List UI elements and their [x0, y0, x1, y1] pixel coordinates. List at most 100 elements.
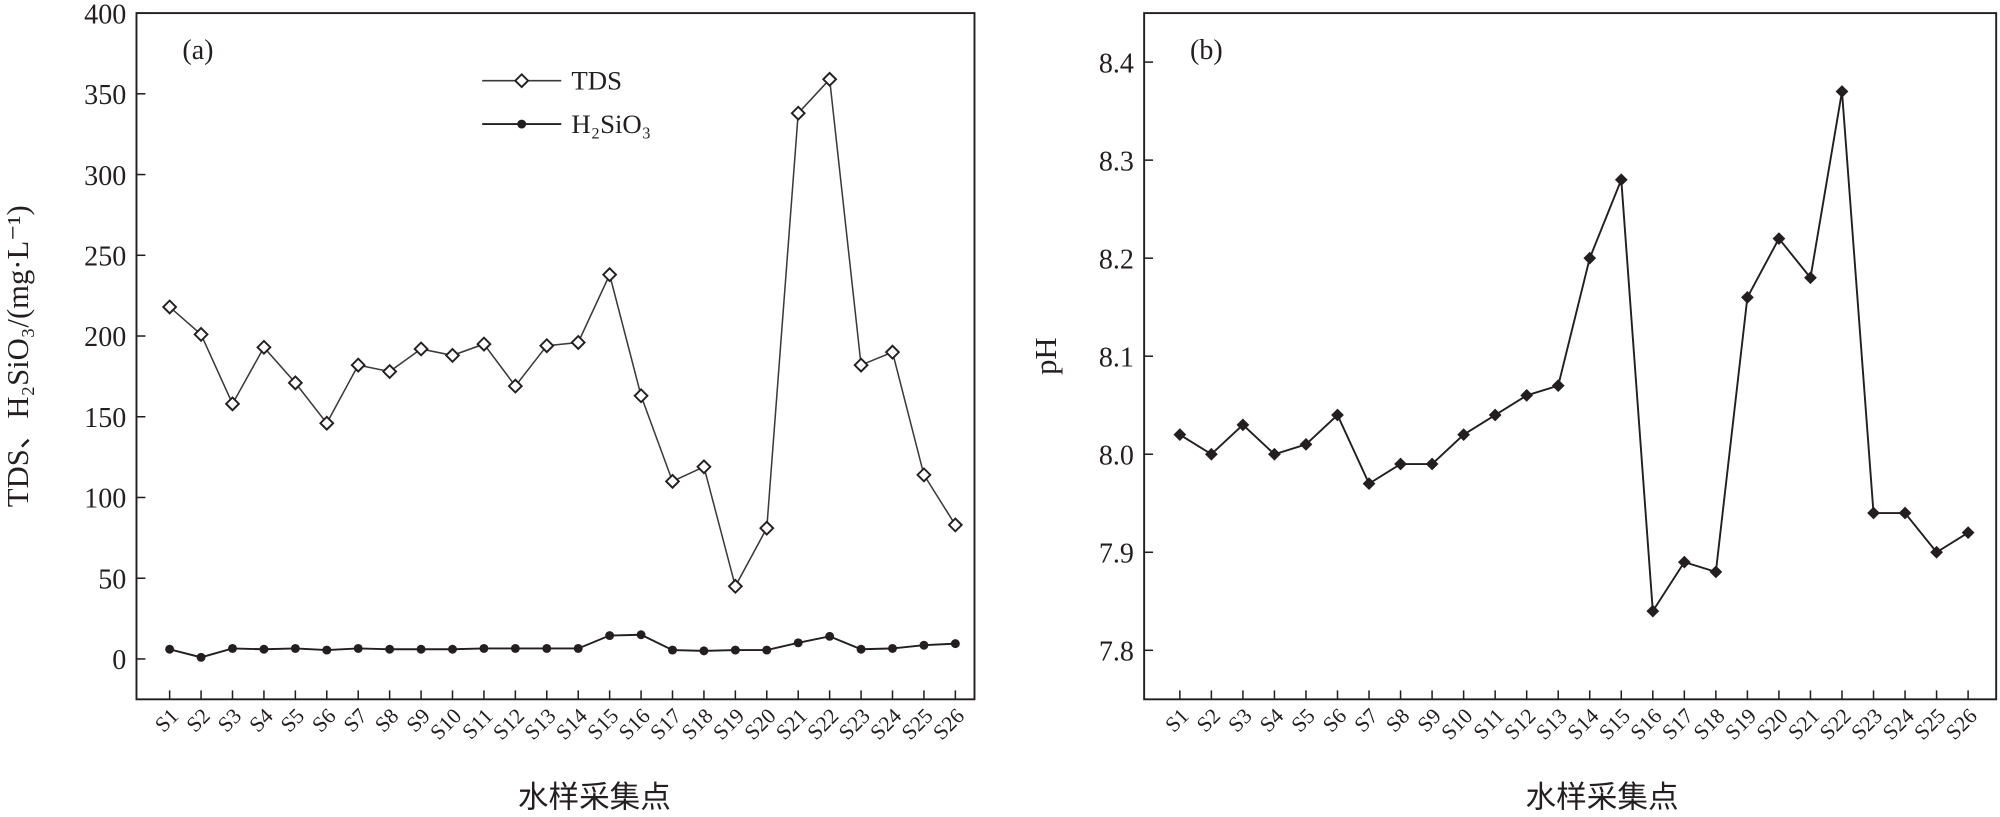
- data-point: [322, 645, 332, 655]
- y-tick-label: 8.1: [1099, 342, 1134, 373]
- series-line-ph: [1179, 91, 1969, 615]
- x-tick-label: S5: [1287, 704, 1320, 737]
- data-point: [821, 71, 838, 88]
- x-tick-label: S3: [1223, 704, 1256, 737]
- x-tick-label: S8: [1381, 704, 1414, 737]
- data-point: [479, 643, 489, 653]
- data-point: [507, 378, 524, 394]
- data-point: [510, 643, 520, 653]
- plot-frame-b: [1143, 12, 1998, 701]
- y-tick-label: 0: [112, 645, 126, 676]
- data-point: [668, 645, 677, 655]
- data-point: [947, 517, 964, 533]
- data-point: [825, 631, 835, 641]
- x-tick-label: S1: [150, 704, 183, 737]
- legend-marker-tds: [513, 72, 530, 89]
- y-axis-label-a: TDS、H₂SiO₃/(mg·L⁻¹): [1, 205, 35, 507]
- data-point: [790, 105, 806, 121]
- data-point: [1646, 604, 1660, 618]
- y-axis-label-b: pH: [1029, 337, 1063, 374]
- data-point: [759, 520, 775, 536]
- data-point: [1930, 545, 1943, 559]
- y-tick-label: 150: [84, 403, 126, 434]
- data-point: [570, 334, 586, 351]
- data-point: [256, 339, 272, 356]
- data-point: [1488, 408, 1502, 422]
- data-point: [950, 639, 960, 649]
- data-point: [793, 638, 803, 648]
- panel-a: (a) TDS、H₂SiO₃/(mg·L⁻¹) 水样采集点 TDS H₂SiO₃…: [1, 0, 976, 815]
- data-point: [413, 341, 429, 357]
- data-point: [228, 643, 237, 653]
- data-point: [542, 643, 552, 653]
- data-point: [1867, 506, 1880, 520]
- data-point: [319, 415, 335, 431]
- y-tick-label: 8.2: [1099, 244, 1134, 275]
- y-tick-label: 300: [84, 161, 126, 192]
- data-point: [1394, 457, 1407, 471]
- data-point: [224, 396, 241, 412]
- x-tick-label: S2: [1192, 704, 1225, 737]
- data-point: [1173, 428, 1187, 442]
- x-tick-label: S6: [307, 704, 340, 737]
- data-point: [350, 357, 366, 373]
- data-point: [381, 363, 398, 380]
- y-tick-label: 8.4: [1099, 48, 1134, 79]
- data-point: [601, 266, 618, 283]
- data-point: [416, 644, 426, 654]
- data-point: [853, 357, 869, 373]
- data-point: [476, 336, 492, 352]
- data-point: [699, 646, 709, 656]
- y-tick-label: 7.8: [1099, 637, 1134, 668]
- x-tick-label: S26: [1941, 704, 1982, 745]
- data-point: [1898, 506, 1912, 520]
- y-tick-label: 350: [84, 80, 126, 111]
- data-point: [1583, 251, 1597, 265]
- data-point: [1268, 447, 1281, 461]
- data-point: [1299, 438, 1313, 451]
- x-tick-label: S7: [1350, 704, 1383, 737]
- legend-marker-h2sio3: [517, 119, 527, 129]
- x-tick-label: S6: [1318, 704, 1351, 737]
- data-point: [762, 645, 772, 655]
- data-point: [1551, 379, 1565, 392]
- x-tick-label: S4: [1255, 704, 1288, 737]
- x-axis-label-a: 水样采集点: [518, 781, 671, 815]
- data-point: [1961, 526, 1975, 540]
- data-point: [1425, 457, 1439, 471]
- data-point: [444, 347, 461, 364]
- data-point: [916, 467, 932, 483]
- data-point: [1614, 173, 1628, 187]
- data-point: [727, 578, 744, 595]
- y-tick-label: 8.3: [1099, 146, 1134, 177]
- data-point: [884, 344, 901, 360]
- legend-label-tds: TDS: [571, 66, 622, 96]
- y-tick-label: 100: [84, 484, 126, 515]
- data-point: [353, 643, 363, 653]
- panel-label-a: (a): [182, 35, 213, 66]
- panel-b: (b) pH 水样采集点 7.8 7.9 8.0 8.1 8.2 8.3 8.4 S1S2S3…: [1029, 12, 1998, 815]
- y-tick-label: 250: [84, 241, 126, 272]
- data-point: [919, 640, 929, 650]
- data-point: [730, 645, 740, 655]
- data-point: [1677, 555, 1691, 569]
- data-point: [1804, 271, 1817, 285]
- data-point: [1835, 85, 1849, 98]
- data-point: [636, 630, 646, 640]
- x-tick-label: S3: [213, 704, 246, 737]
- data-point: [1362, 477, 1376, 491]
- y-tick-label: 200: [84, 322, 126, 353]
- legend-a: TDS H₂SiO₃: [482, 66, 651, 139]
- data-point: [856, 644, 866, 654]
- data-point: [888, 643, 897, 653]
- data-point: [696, 459, 712, 475]
- y-tick-label: 7.9: [1099, 538, 1134, 569]
- data-point: [290, 643, 300, 653]
- x-axis-label-b: 水样采集点: [1526, 781, 1679, 815]
- data-point: [1331, 408, 1344, 422]
- data-point: [1741, 291, 1754, 304]
- data-point: [165, 644, 175, 654]
- data-point: [287, 375, 304, 391]
